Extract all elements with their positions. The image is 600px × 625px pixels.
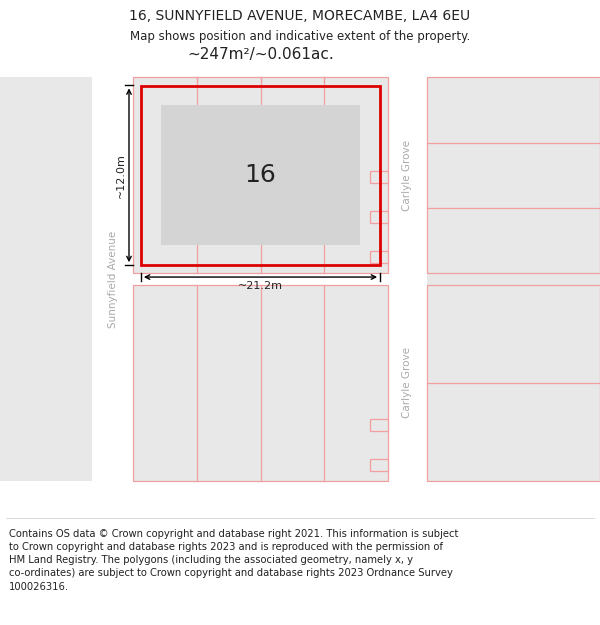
Bar — [427, 78, 600, 273]
Text: 16, SUNNYFIELD AVENUE, MORECAMBE, LA4 6EU: 16, SUNNYFIELD AVENUE, MORECAMBE, LA4 6E… — [130, 9, 470, 22]
Bar — [133, 279, 388, 481]
Text: Map shows position and indicative extent of the property.: Map shows position and indicative extent… — [130, 30, 470, 42]
Bar — [0, 481, 600, 516]
Bar — [133, 273, 388, 285]
Text: Carlyle Grove: Carlyle Grove — [403, 140, 413, 211]
Bar — [370, 459, 388, 471]
Bar — [92, 42, 133, 516]
Text: ~247m²/~0.061ac.: ~247m²/~0.061ac. — [187, 48, 334, 63]
Bar — [133, 285, 388, 481]
Bar — [388, 42, 427, 516]
Bar — [427, 285, 600, 481]
Bar — [427, 78, 600, 481]
Text: ~21.2m: ~21.2m — [238, 281, 283, 291]
Text: ~12.0m: ~12.0m — [116, 153, 126, 198]
Bar — [161, 106, 360, 245]
Text: Contains OS data © Crown copyright and database right 2021. This information is : Contains OS data © Crown copyright and d… — [9, 529, 458, 591]
Bar — [133, 78, 388, 273]
Bar — [370, 251, 388, 263]
Bar — [0, 42, 600, 78]
Text: Carlyle Grove: Carlyle Grove — [403, 348, 413, 418]
Bar — [0, 78, 92, 481]
Text: 16: 16 — [245, 163, 277, 188]
Bar — [370, 171, 388, 183]
Bar — [370, 211, 388, 223]
Text: Sunnyfield Avenue: Sunnyfield Avenue — [107, 231, 118, 328]
Bar — [370, 419, 388, 431]
Bar — [133, 78, 388, 279]
Bar — [141, 86, 380, 265]
